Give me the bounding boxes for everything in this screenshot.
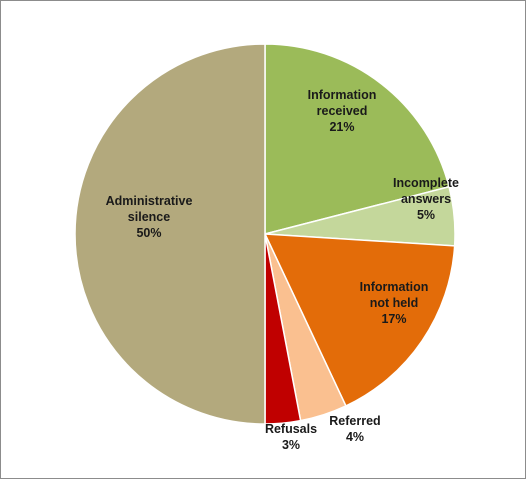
slice-name-label: silence <box>128 210 170 224</box>
slice-name-label: received <box>317 104 368 118</box>
slice-name-label: Referred <box>329 414 380 428</box>
slice-value-label: 21% <box>329 120 354 134</box>
slice-name-label: not held <box>370 296 419 310</box>
pie-labels: Information received 21% Incomplete answers 5… <box>106 88 459 452</box>
slice-label: Referred 4% <box>329 414 380 444</box>
slice-label: Refusals 3% <box>265 422 317 452</box>
slice-label: Information not held 17% <box>360 280 429 326</box>
slice-value-label: 3% <box>282 438 300 452</box>
pie-slice <box>264 43 450 235</box>
slice-value-label: 5% <box>417 208 435 222</box>
slice-value-label: 4% <box>346 430 364 444</box>
slice-name-label: Information <box>360 280 429 294</box>
pie-slice <box>74 43 266 425</box>
slice-name-label: Refusals <box>265 422 317 436</box>
slice-label: Information received 21% <box>308 88 377 134</box>
slice-value-label: 50% <box>136 226 161 240</box>
slice-value-label: 17% <box>381 312 406 326</box>
slice-name-label: Incomplete <box>393 176 459 190</box>
slice-name-label: Administrative <box>106 194 193 208</box>
pie-slice <box>263 233 456 407</box>
slice-label: Incomplete answers 5% <box>393 176 459 222</box>
slice-label: Administrative silence 50% <box>106 194 193 240</box>
slice-name-label: answers <box>401 192 451 206</box>
pie-slices <box>74 43 456 425</box>
slice-name-label: Information <box>308 88 377 102</box>
